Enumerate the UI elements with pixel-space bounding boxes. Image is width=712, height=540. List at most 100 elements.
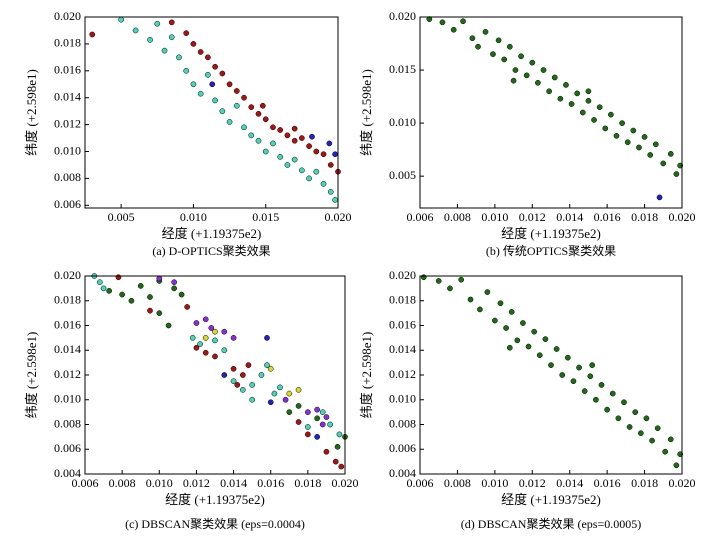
point — [156, 310, 163, 316]
y-tick-label: 0.018 — [54, 36, 81, 50]
point — [495, 37, 502, 44]
point — [168, 19, 175, 26]
point — [609, 390, 616, 397]
point — [226, 119, 233, 125]
point — [212, 353, 218, 360]
y-tick-label: 0.014 — [389, 342, 416, 356]
point — [564, 354, 571, 361]
point — [197, 90, 204, 97]
point — [277, 154, 284, 160]
point — [514, 337, 521, 344]
point — [212, 97, 218, 104]
point — [619, 120, 625, 126]
point — [677, 162, 683, 169]
point — [168, 34, 175, 41]
point — [523, 72, 530, 79]
point — [161, 47, 168, 54]
point — [435, 278, 442, 284]
x-axis-label: 经度 (+1.19375e2) — [162, 226, 262, 241]
x-tick-label: 0.015 — [252, 210, 279, 224]
point — [249, 396, 255, 403]
point — [241, 124, 247, 131]
axes-frame — [419, 275, 683, 475]
point — [654, 425, 661, 432]
caption: (a) D-OPTICS聚类效果 — [152, 243, 270, 258]
x-tick-label: 0.008 — [444, 210, 471, 224]
point — [323, 414, 330, 420]
point — [219, 70, 226, 77]
point — [119, 291, 125, 298]
x-tick-label: 0.018 — [631, 476, 658, 490]
point — [147, 37, 153, 43]
point — [643, 415, 650, 422]
x-tick-label: 0.012 — [519, 210, 546, 224]
point — [327, 162, 334, 168]
point — [327, 421, 333, 428]
point — [306, 175, 312, 182]
point — [171, 285, 177, 292]
y-axis-label: 纬度 (+2.598e1) — [24, 69, 39, 156]
point — [557, 95, 564, 102]
point — [291, 125, 298, 132]
x-tick-label: 0.012 — [183, 476, 210, 490]
y-tick-label: 0.020 — [54, 268, 81, 282]
point — [667, 151, 674, 157]
point — [205, 71, 211, 78]
point — [221, 328, 228, 335]
point — [208, 325, 215, 331]
x-tick-label: 0.008 — [109, 476, 136, 490]
point — [295, 419, 302, 425]
y-tick-label: 0.010 — [389, 392, 416, 406]
x-tick-label: 0.006 — [72, 476, 99, 490]
point — [264, 335, 270, 341]
point — [662, 448, 669, 455]
point — [320, 151, 327, 158]
axes-frame — [84, 275, 346, 475]
point — [305, 409, 311, 415]
x-tick-label: 0.005 — [108, 210, 135, 224]
point — [299, 167, 305, 174]
y-tick-label: 0.014 — [54, 342, 81, 356]
point — [551, 74, 558, 81]
point — [286, 390, 293, 397]
point — [193, 320, 200, 326]
point — [183, 67, 190, 74]
point — [613, 132, 620, 139]
y-tick-label: 0.020 — [389, 9, 416, 23]
point — [248, 104, 255, 110]
point — [540, 67, 547, 73]
x-axis-label: 经度 (+1.19375e2) — [501, 492, 601, 507]
point — [184, 304, 190, 310]
point — [598, 382, 605, 388]
x-tick-label: 0.016 — [594, 476, 621, 490]
point — [332, 197, 338, 203]
point — [190, 41, 197, 47]
y-tick-label: 0.008 — [389, 416, 416, 430]
point — [176, 54, 182, 61]
y-tick-label: 0.016 — [54, 317, 81, 331]
point — [202, 335, 209, 341]
point — [118, 16, 124, 23]
point — [262, 148, 269, 155]
point — [282, 396, 289, 403]
point — [291, 156, 298, 163]
point — [529, 59, 536, 66]
x-tick-label: 0.006 — [407, 210, 434, 224]
point — [439, 19, 446, 26]
point — [205, 54, 211, 61]
point — [553, 346, 560, 352]
point — [508, 309, 515, 315]
point — [585, 97, 592, 104]
point — [267, 399, 274, 406]
y-tick-label: 0.010 — [389, 115, 416, 129]
y-tick-label: 0.012 — [389, 367, 416, 381]
x-tick-label: 0.006 — [407, 476, 434, 490]
point — [212, 337, 218, 344]
point — [482, 29, 489, 35]
point — [677, 451, 683, 458]
y-tick-label: 0.014 — [54, 89, 81, 103]
point — [497, 300, 504, 307]
y-tick-label: 0.012 — [54, 367, 81, 381]
x-axis-label: 经度 (+1.19375e2) — [165, 492, 265, 507]
point — [319, 409, 326, 415]
